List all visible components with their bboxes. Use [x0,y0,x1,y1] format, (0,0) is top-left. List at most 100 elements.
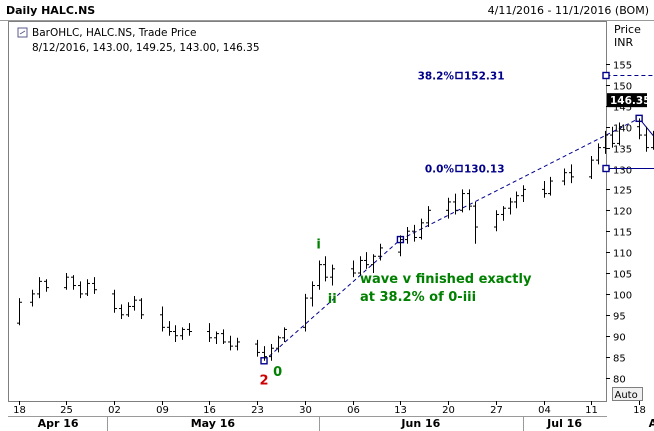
y-tick-label: 85 [613,354,626,365]
ohlc-bar [78,281,83,299]
ohlc-bar [405,227,410,244]
x-tick-label: 06 [347,405,360,416]
ohlc-bar [317,260,322,290]
auto-scale-label: Auto [615,390,638,401]
x-tick-label: 20 [442,405,455,416]
ohlc-bar [371,254,376,273]
ohlc-bar [419,218,424,240]
ohlc-bar [187,323,192,336]
x-tick-label: 27 [490,405,503,416]
ohlc-bar [126,302,131,317]
x-tick-label: 18 [633,405,646,416]
trendline [263,239,401,362]
legend: BarOHLC, HALC.NS, Trade Price 8/12/2016,… [17,27,260,54]
x-tick-label: 09 [156,405,169,416]
fib-value-label: 130.13 [464,164,505,176]
month-label: May 16 [191,417,236,430]
month-label: Jul 16 [546,417,582,430]
ohlc-bar [453,193,458,215]
x-tick-label: 04 [538,405,551,416]
y-tick-label: 130 [613,166,632,177]
ohlc-bar [514,191,519,209]
y-tick-label: 90 [613,333,626,344]
ohlc-bar [501,206,506,221]
ohlc-bar [112,289,117,313]
x-tick-label: 02 [108,405,121,416]
ohlc-bar [139,298,144,319]
ohlc-bar [644,126,649,152]
y-tick-label: 95 [613,312,626,323]
current-price-badge [607,93,647,108]
fib-mid-marker [455,164,463,173]
x-tick-label: 18 [13,405,26,416]
x-tick-label: 25 [60,405,73,416]
ohlc-bar [323,256,328,282]
wave-labels-layer: 20iiiiiiivv3146.35 [259,93,651,389]
y-tick-label: 120 [613,207,632,218]
header-bar [0,0,654,20]
ohlc-bar [542,181,547,198]
trendline [400,117,640,241]
ohlc-bar [44,279,49,292]
x-tick-label: 11 [585,405,598,416]
ohlc-bar [85,279,90,296]
y-tick-label: 135 [613,145,632,156]
ohlc-bar [521,185,526,202]
ohlc-bar [589,155,594,179]
ohlc-bar [617,122,622,146]
y-tick-label: 155 [613,61,632,72]
ohlc-bar [358,256,363,276]
price-axis-label: Price [614,23,641,36]
ohlc-bar [460,189,465,213]
ohlc-bar [160,306,165,332]
fib-value-label: 152.31 [464,71,505,83]
ohlc-bar [378,243,383,261]
wave-label: 2 [259,374,268,389]
fib-percent-label: 0.0% [425,164,455,176]
ohlc-bar [282,327,287,342]
y-tick-label: 115 [613,228,632,239]
ohlc-bar [17,298,22,326]
ohlc-bar [569,164,574,184]
annotation-line-2: at 38.2% of 0-iii [360,290,476,305]
legend-icon-mark [19,30,26,35]
ohlc-bars-layer [17,118,654,361]
ohlc-bar [467,189,472,211]
legend-line-1: BarOHLC, HALC.NS, Trade Price [32,27,196,39]
ohlc-bar [494,210,499,232]
ohlc-bar [412,224,417,242]
ohlc-bar [508,197,513,215]
ohlc-bar [180,327,185,340]
auto-scale-button[interactable] [612,387,643,401]
fib-mid-marker [455,71,463,80]
wave-label: 0 [273,365,282,380]
y-tick-label: 150 [613,82,632,93]
ohlc-bar [214,331,219,345]
y-tick-label: 140 [613,124,632,135]
ohlc-bar [303,293,308,332]
wave-label: ii [328,292,337,307]
ohlc-bar [473,201,478,244]
ohlc-bar [92,277,97,294]
ohlc-bar [269,344,274,361]
ohlc-bar [562,168,567,186]
ohlc-bar [228,335,233,351]
ohlc-bar [446,197,451,219]
ohlc-bar [398,235,403,257]
ohlc-bar [310,281,315,307]
fib-edge-marker [602,71,610,80]
month-label: Apr 16 [38,417,79,430]
x-tick-label: 16 [203,405,216,416]
y-tick-label: 145 [613,103,632,114]
x-tick-label: 30 [299,405,312,416]
month-label: Jun 16 [400,417,440,430]
ohlc-bar [364,252,369,269]
ohlc-bar [64,273,69,290]
currency-axis-label: INR [614,36,633,49]
legend-line-2: 8/12/2016, 143.00, 149.25, 143.00, 146.3… [32,42,260,54]
date-range: 4/11/2016 - 11/1/2016 (BOM) [488,4,649,17]
x-tick-label: 23 [251,405,264,416]
ohlc-bar [173,325,178,342]
y-tick-label: 125 [613,186,632,197]
